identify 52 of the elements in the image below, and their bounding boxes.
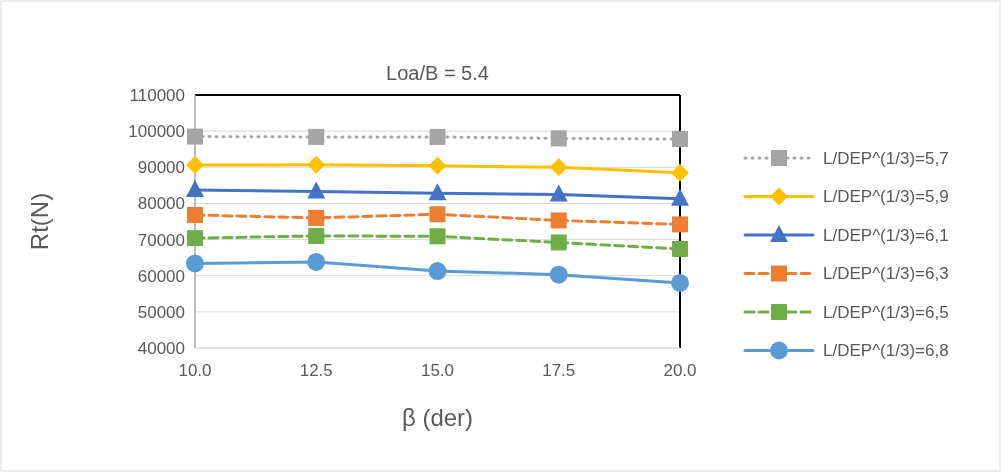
point [308, 227, 325, 244]
legend-label: L/DEP^(1/3)=6,5 [823, 302, 949, 322]
point [428, 262, 447, 281]
legend-label: L/DEP^(1/3)=5,7 [823, 148, 949, 168]
point [550, 130, 567, 147]
point [307, 155, 326, 174]
y-tick-label: 50000 [137, 302, 185, 322]
point [549, 158, 568, 177]
point [429, 128, 446, 145]
y-tick-label: 110000 [129, 85, 185, 105]
x-tick-label: 17.5 [542, 361, 576, 380]
x-tick-label: 20.0 [663, 361, 697, 380]
legend-label: L/DEP^(1/3)=6,3 [823, 264, 949, 284]
point [549, 184, 568, 202]
y-tick-label: 70000 [137, 230, 185, 250]
y-tick-label: 100000 [128, 122, 185, 142]
point [307, 181, 326, 199]
point [550, 234, 567, 251]
y-tick-label: 60000 [137, 266, 185, 286]
point [671, 188, 689, 206]
point [671, 273, 689, 292]
y-tick-label: 90000 [137, 158, 185, 178]
legend-label: L/DEP^(1/3)=6,8 [823, 341, 949, 361]
point [428, 183, 447, 201]
point [187, 128, 203, 145]
point [187, 230, 203, 247]
point [308, 209, 325, 226]
point [186, 180, 204, 198]
point [186, 156, 204, 175]
y-tick-label: 80000 [137, 194, 185, 214]
y-tick-label: 40000 [137, 338, 185, 358]
point [672, 240, 688, 257]
point [307, 252, 326, 271]
point [672, 131, 688, 148]
point [672, 216, 688, 233]
legend-label: L/DEP^(1/3)=6,1 [823, 225, 949, 245]
y-axis-title: Rt(N) [26, 192, 53, 251]
point [187, 206, 203, 223]
point [429, 228, 446, 245]
x-tick-label: 15.0 [420, 361, 455, 380]
point [549, 265, 568, 284]
x-axis-title: β (der) [401, 404, 474, 431]
point [308, 128, 325, 145]
point [671, 163, 689, 182]
point [428, 156, 447, 175]
point [550, 212, 567, 229]
point [429, 206, 446, 223]
point [186, 254, 204, 273]
x-tick-label: 10.0 [178, 361, 212, 380]
legend-label: L/DEP^(1/3)=5,9 [823, 187, 949, 207]
x-tick-label: 12.5 [299, 361, 333, 380]
chart-title: Loa/B = 5.4 [386, 62, 489, 84]
